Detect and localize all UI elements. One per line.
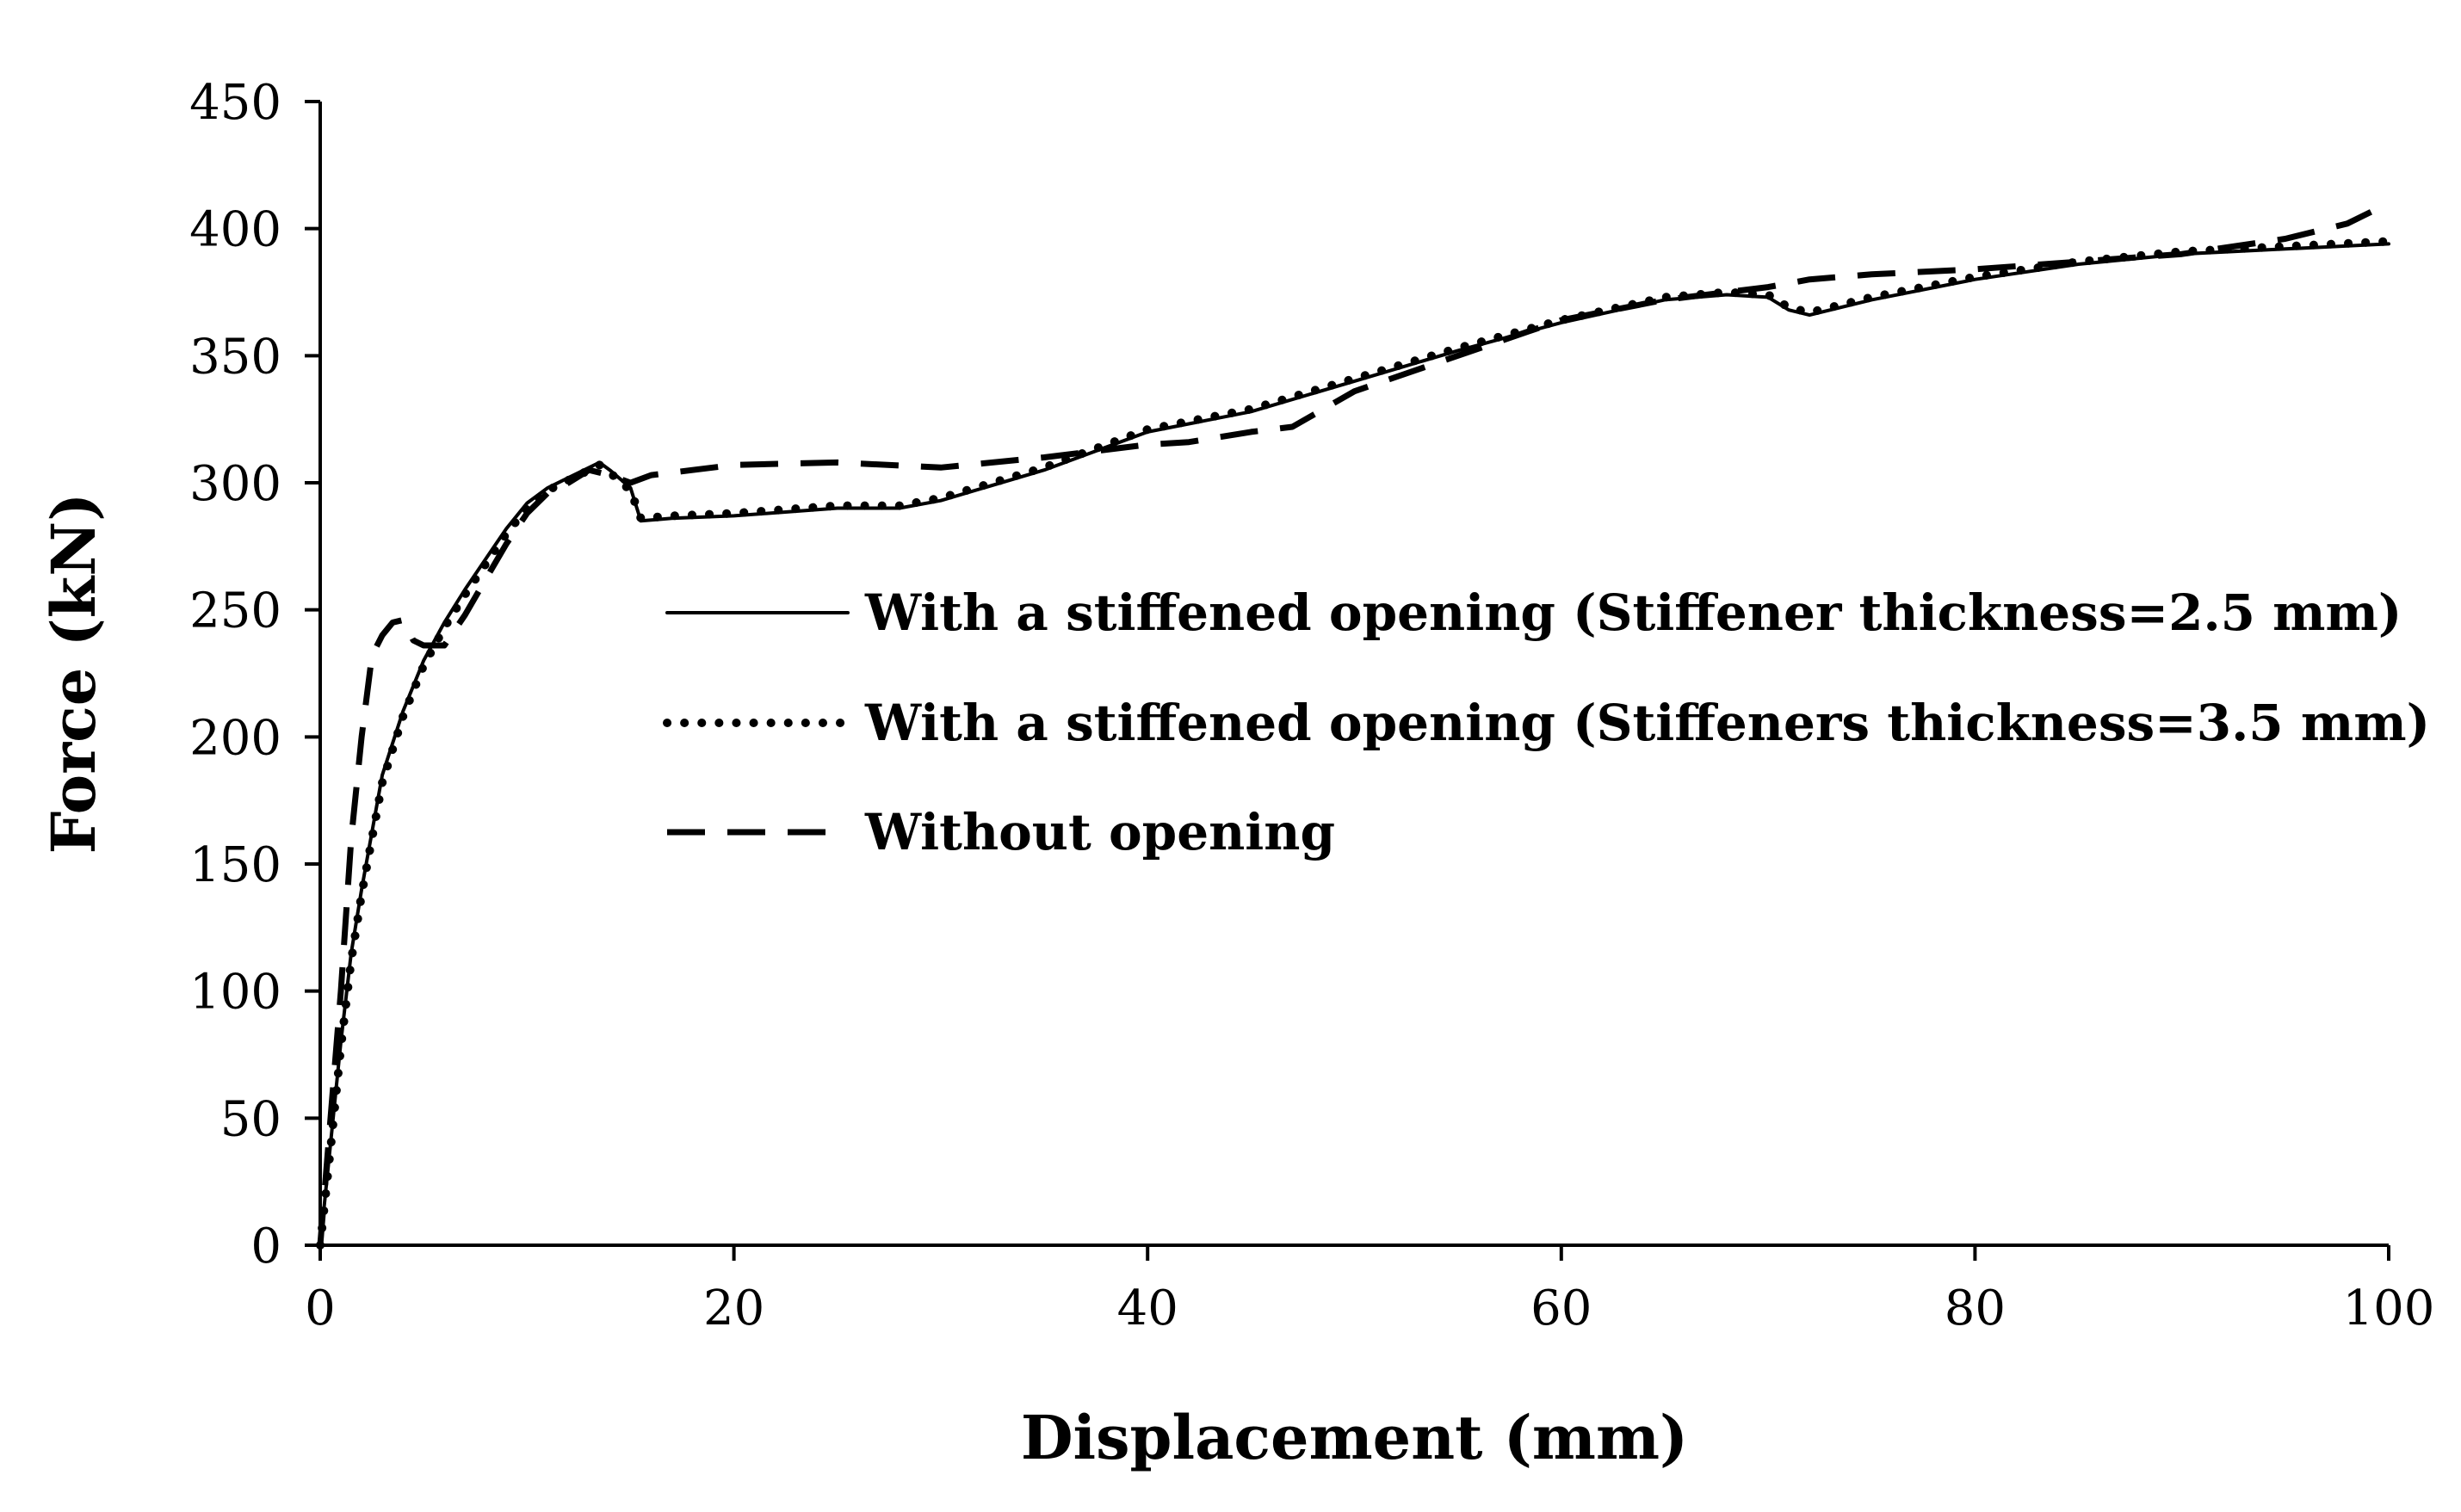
legend-label: With a stiffened opening (Stiffener thic…: [864, 583, 2402, 642]
y-tick-label: 100: [189, 965, 281, 1021]
x-tick-label: 100: [2343, 1281, 2435, 1336]
legend-label: With a stiffened opening (Stiffeners thi…: [864, 694, 2430, 752]
y-tick-label: 150: [189, 837, 281, 893]
y-tick-label: 0: [250, 1219, 281, 1274]
x-tick-label: 60: [1530, 1281, 1592, 1336]
x-tick-label: 80: [1945, 1281, 2006, 1336]
y-axis-title: Force (kN): [38, 493, 109, 855]
x-tick-label: 40: [1117, 1281, 1178, 1336]
x-tick-label: 0: [305, 1281, 336, 1336]
series-line-dashed: [317, 200, 2390, 1246]
axes: 0 50 100 150 200 250 300 350 400 450 0 20 40 60 80 100: [189, 75, 2434, 1336]
y-tick-label: 300: [189, 456, 281, 512]
series-layer: [316, 200, 2393, 1250]
y-tick-label: 450: [189, 75, 281, 131]
x-tick-label: 20: [703, 1281, 764, 1336]
y-tick-label: 250: [189, 583, 281, 639]
y-tick-label: 350: [189, 329, 281, 385]
legend-label: Without opening: [864, 803, 1335, 861]
y-tick-label: 400: [189, 202, 281, 258]
y-tick-label: 200: [189, 710, 281, 766]
x-axis-title: Displacement (mm): [1021, 1402, 1688, 1473]
legend: With a stiffened opening (Stiffener thic…: [663, 583, 2430, 861]
y-tick-label: 50: [220, 1091, 281, 1147]
